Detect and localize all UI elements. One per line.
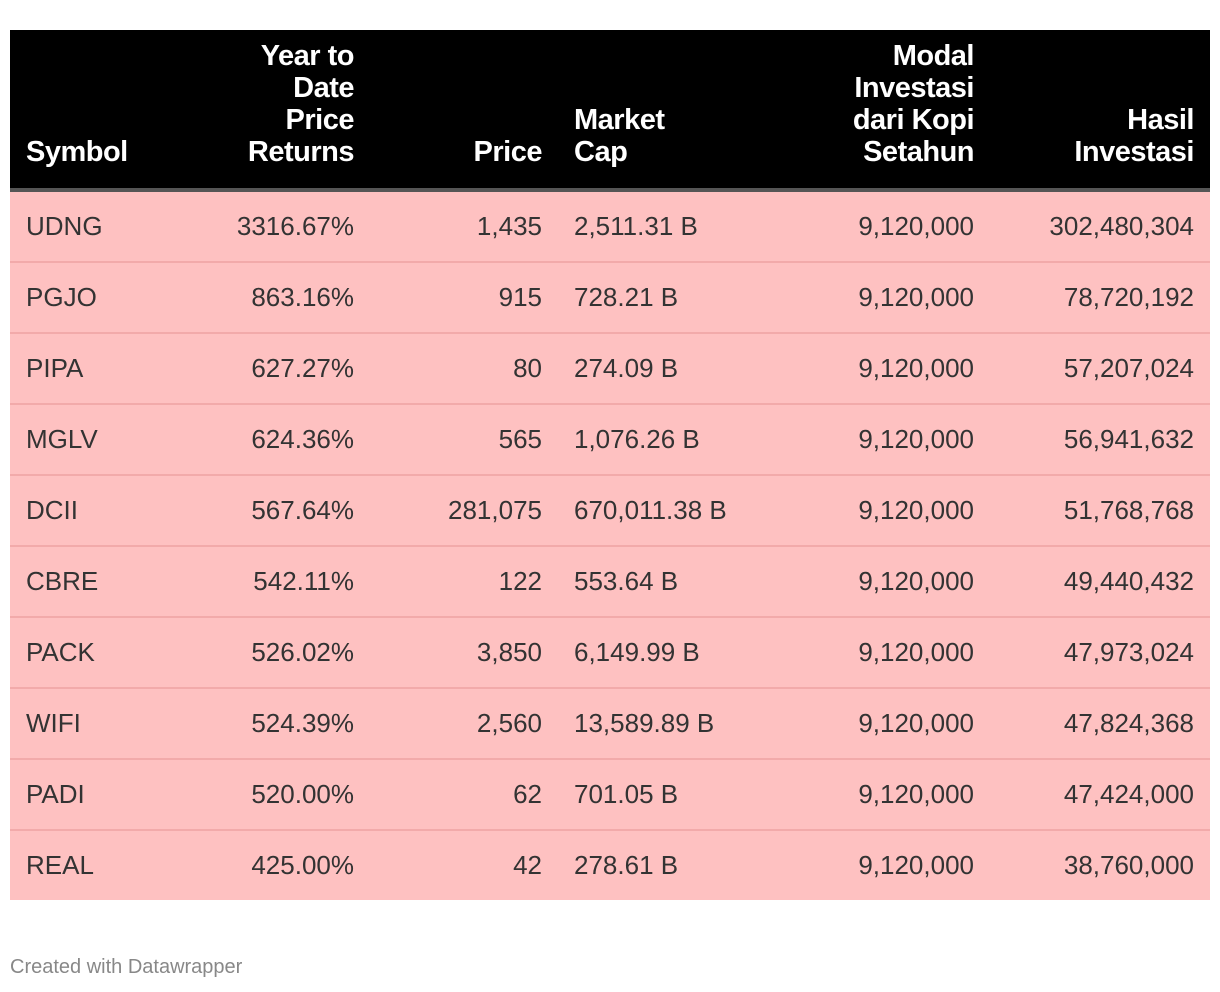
- cell-market-cap: 274.09 B: [558, 333, 773, 405]
- cell-symbol: REAL: [26, 850, 94, 880]
- header-modal-investasi[interactable]: Modal Investasi dari Kopi Setahun: [852, 40, 975, 168]
- cell-hasil-investasi: 302,480,304: [990, 192, 1210, 263]
- cell-modal-investasi: 9,120,000: [773, 404, 990, 476]
- cell-ytd-returns: 627.27%: [185, 333, 370, 405]
- cell-symbol: UDNG: [10, 192, 185, 263]
- cell-modal-investasi: 9,120,000: [858, 850, 974, 880]
- cell-modal-investasi: 9,120,000: [773, 192, 990, 263]
- cell-price: 281,075: [370, 475, 558, 547]
- cell-symbol: PGJO: [10, 262, 185, 334]
- cell-symbol: PADI: [10, 759, 185, 831]
- cell-ytd-returns: 624.36%: [185, 404, 370, 476]
- cell-price: 1,435: [370, 192, 558, 263]
- cell-hasil-investasi: 51,768,768: [990, 475, 1210, 547]
- header-divider: [10, 188, 1210, 192]
- header-ytd-returns[interactable]: Year to Date Price Returns: [247, 40, 355, 168]
- cell-ytd-returns: 3316.67%: [185, 192, 370, 263]
- cell-ytd-returns: 425.00%: [251, 850, 354, 880]
- header-symbol[interactable]: Symbol: [26, 136, 128, 168]
- cell-market-cap: 553.64 B: [558, 546, 773, 618]
- table-row: MGLV 624.36% 565 1,076.26 B 9,120,000 56,941,…: [10, 404, 1210, 476]
- cell-symbol: DCII: [10, 475, 185, 547]
- table-row: UDNG 3316.67% 1,435 2,511.31 B 9,120,000 302,…: [10, 192, 1210, 263]
- cell-hasil-investasi: 57,207,024: [990, 333, 1210, 405]
- table-row: PACK 526.02% 3,850 6,149.99 B 9,120,000 47,97…: [10, 617, 1210, 689]
- cell-price: 62: [370, 759, 558, 831]
- cell-ytd-returns: 520.00%: [185, 759, 370, 831]
- cell-hasil-investasi: 47,973,024: [990, 617, 1210, 689]
- cell-market-cap: 2,511.31 B: [558, 192, 773, 263]
- cell-ytd-returns: 524.39%: [185, 688, 370, 760]
- data-table: Symbol Year to Date Price Returns Price …: [10, 30, 1210, 900]
- cell-symbol: PIPA: [10, 333, 185, 405]
- cell-modal-investasi: 9,120,000: [773, 617, 990, 689]
- cell-market-cap: 701.05 B: [558, 759, 773, 831]
- cell-price: 3,850: [370, 617, 558, 689]
- cell-hasil-investasi: 47,824,368: [990, 688, 1210, 760]
- cell-symbol: WIFI: [10, 688, 185, 760]
- cell-market-cap: 1,076.26 B: [558, 404, 773, 476]
- cell-hasil-investasi: 78,720,192: [990, 262, 1210, 334]
- cell-symbol: CBRE: [10, 546, 185, 618]
- cell-ytd-returns: 542.11%: [185, 546, 370, 618]
- table-row: PIPA 627.27% 80 274.09 B 9,120,000 57,207,024: [10, 333, 1210, 405]
- table-row: WIFI 524.39% 2,560 13,589.89 B 9,120,000 47,8…: [10, 688, 1210, 760]
- cell-hasil-investasi: 38,760,000: [1063, 850, 1194, 880]
- data-table-container: Symbol Year to Date Price Returns Price …: [10, 30, 1210, 900]
- table-body: UDNG 3316.67% 1,435 2,511.31 B 9,120,000 302,…: [10, 188, 1210, 900]
- table-row: DCII 567.64% 281,075 670,011.38 B 9,120,000 5…: [10, 475, 1210, 547]
- cell-modal-investasi: 9,120,000: [773, 333, 990, 405]
- cell-market-cap: 6,149.99 B: [558, 617, 773, 689]
- table-row: CBRE 542.11% 122 553.64 B 9,120,000 49,440,43…: [10, 546, 1210, 618]
- cell-market-cap: 728.21 B: [558, 262, 773, 334]
- cell-market-cap: 278.61 B: [574, 850, 679, 880]
- cell-symbol: PACK: [10, 617, 185, 689]
- cell-hasil-investasi: 49,440,432: [990, 546, 1210, 618]
- cell-modal-investasi: 9,120,000: [773, 546, 990, 618]
- header-hasil-investasi[interactable]: Hasil Investasi: [1074, 104, 1194, 168]
- cell-price: 565: [370, 404, 558, 476]
- cell-hasil-investasi: 47,424,000: [990, 759, 1210, 831]
- cell-price: 42: [513, 850, 542, 880]
- cell-price: 915: [370, 262, 558, 334]
- cell-ytd-returns: 567.64%: [185, 475, 370, 547]
- cell-modal-investasi: 9,120,000: [773, 759, 990, 831]
- cell-modal-investasi: 9,120,000: [773, 475, 990, 547]
- cell-ytd-returns: 863.16%: [185, 262, 370, 334]
- cell-symbol: MGLV: [10, 404, 185, 476]
- cell-modal-investasi: 9,120,000: [773, 262, 990, 334]
- cell-ytd-returns: 526.02%: [185, 617, 370, 689]
- datawrapper-credit[interactable]: Created with Datawrapper: [10, 956, 243, 978]
- cell-modal-investasi: 9,120,000: [773, 688, 990, 760]
- table-row: PADI 520.00% 62 701.05 B 9,120,000 47,424,000: [10, 759, 1210, 831]
- cell-market-cap: 670,011.38 B: [558, 475, 773, 547]
- cell-price: 122: [370, 546, 558, 618]
- header-market-cap[interactable]: Market Cap: [574, 104, 665, 168]
- cell-market-cap: 13,589.89 B: [558, 688, 773, 760]
- table-header-row: Symbol Year to Date Price Returns Price …: [10, 30, 1210, 188]
- header-price[interactable]: Price: [473, 136, 543, 168]
- cell-hasil-investasi: 56,941,632: [990, 404, 1210, 476]
- cell-price: 80: [370, 333, 558, 405]
- table-row: PGJO 863.16% 915 728.21 B 9,120,000 78,720,19…: [10, 262, 1210, 334]
- table-row: REAL 425.00% 42 278.61 B 9,120,000 38,760,000: [10, 830, 1210, 900]
- cell-price: 2,560: [370, 688, 558, 760]
- header-divider-line: [10, 188, 1210, 192]
